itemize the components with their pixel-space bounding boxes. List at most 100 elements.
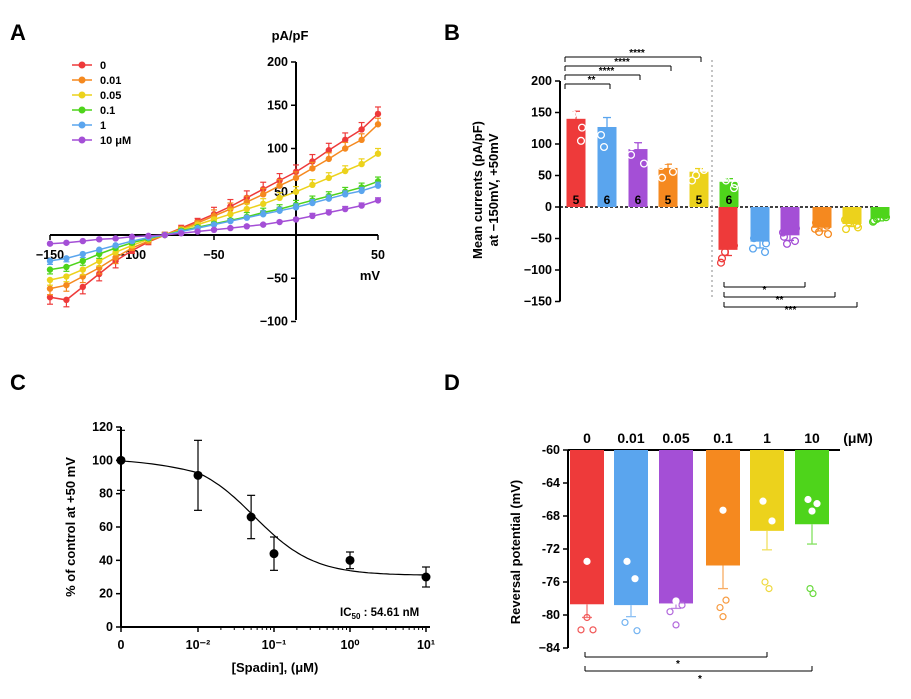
panel-c-dose-response: 0 20 40 60 80 100 120 0 10⁻² 10⁻¹ 10⁰ 10¹ % of contr… bbox=[63, 420, 435, 675]
bar-pos-2 bbox=[628, 149, 648, 207]
data-dot bbox=[790, 236, 800, 246]
data-point bbox=[194, 228, 201, 235]
data-point bbox=[269, 549, 279, 559]
data-point bbox=[276, 182, 283, 189]
bar-pos-4 bbox=[689, 171, 709, 207]
data-point bbox=[358, 126, 365, 133]
data-dot bbox=[791, 224, 801, 233]
data-dot bbox=[633, 627, 641, 635]
legend-marker bbox=[78, 106, 86, 114]
data-dot bbox=[672, 597, 680, 605]
n-label: 6 bbox=[604, 193, 611, 207]
data-dot bbox=[626, 150, 636, 159]
data-dot bbox=[716, 258, 726, 267]
y-tick-label: 50 bbox=[538, 169, 552, 183]
bar-1 bbox=[614, 450, 648, 606]
data-dot bbox=[779, 232, 789, 241]
data-dot bbox=[808, 507, 816, 515]
category-label: 0.05 bbox=[662, 430, 689, 446]
data-point bbox=[342, 205, 349, 213]
data-point bbox=[116, 455, 126, 465]
data-point bbox=[161, 231, 168, 239]
x-tick-label: 0 bbox=[118, 638, 125, 652]
y-tick-label: 60 bbox=[99, 520, 113, 534]
data-dot bbox=[699, 165, 709, 175]
data-point bbox=[46, 257, 54, 265]
data-point bbox=[246, 512, 256, 522]
category-label: 1 bbox=[763, 430, 771, 446]
data-dot bbox=[666, 608, 674, 616]
data-point bbox=[374, 150, 382, 157]
legend-marker bbox=[78, 91, 86, 99]
y-tick-label: -68 bbox=[542, 509, 560, 523]
data-point bbox=[79, 250, 87, 258]
data-dot bbox=[576, 136, 586, 145]
bar-4 bbox=[750, 450, 784, 531]
x-tick-label: 10⁻² bbox=[186, 638, 211, 652]
data-dot bbox=[630, 127, 640, 136]
data-point bbox=[96, 246, 103, 253]
n-label: 5 bbox=[696, 193, 703, 207]
data-dot bbox=[568, 110, 578, 119]
y-tick-label: 80 bbox=[99, 487, 113, 501]
y-tick-label: 150 bbox=[531, 106, 552, 120]
data-dot bbox=[728, 235, 738, 244]
data-point bbox=[342, 145, 349, 152]
panel-d-reversal-potential: -60 -64 -68 -72 -76 -80 −84 Reversal potential … bbox=[508, 430, 873, 685]
bar-neg-5 bbox=[870, 207, 890, 219]
bar-pos-1 bbox=[597, 126, 617, 207]
data-point bbox=[79, 283, 87, 291]
data-point bbox=[260, 221, 267, 228]
data-dot bbox=[778, 228, 788, 237]
data-point bbox=[342, 167, 349, 175]
sig-stars: * bbox=[763, 285, 767, 296]
data-dot bbox=[599, 142, 609, 152]
data-point bbox=[63, 263, 70, 271]
sig-stars: ** bbox=[588, 75, 596, 86]
data-dot bbox=[639, 159, 649, 168]
data-dot bbox=[657, 173, 667, 182]
data-dot bbox=[844, 218, 854, 227]
data-dot bbox=[700, 160, 710, 169]
data-point bbox=[46, 276, 54, 284]
data-dot bbox=[822, 221, 832, 230]
x-axis-label: [Spadin], (μM) bbox=[232, 660, 319, 675]
data-dot bbox=[583, 557, 591, 565]
data-point bbox=[96, 257, 103, 265]
data-point bbox=[374, 110, 382, 118]
data-dot bbox=[768, 517, 776, 525]
legend-marker bbox=[78, 136, 86, 144]
y-tick-label: −50 bbox=[531, 232, 552, 246]
y-tick-label: −150 bbox=[524, 295, 552, 309]
y-tick-label: 200 bbox=[267, 55, 288, 69]
bar-0 bbox=[570, 450, 604, 605]
data-point bbox=[63, 255, 70, 262]
data-dot bbox=[719, 613, 727, 621]
data-dot bbox=[577, 626, 585, 634]
x-tick-label: −50 bbox=[203, 248, 224, 262]
y-axis-label-line2: at −150mV, +50mV bbox=[486, 133, 501, 246]
bar-neg-3 bbox=[812, 207, 832, 228]
data-dot bbox=[668, 167, 678, 176]
data-point bbox=[374, 121, 382, 128]
data-dot bbox=[631, 575, 639, 583]
data-dot bbox=[719, 506, 727, 514]
bar-neg-1 bbox=[750, 207, 770, 242]
data-point bbox=[358, 202, 365, 209]
y-tick-label: 120 bbox=[92, 420, 113, 434]
data-point bbox=[292, 174, 300, 182]
data-dot bbox=[752, 228, 762, 238]
n-label: 5 bbox=[573, 193, 580, 207]
data-point bbox=[292, 188, 300, 195]
data-point bbox=[243, 223, 250, 230]
y-tick-label: -60 bbox=[542, 443, 560, 457]
data-point bbox=[325, 195, 332, 202]
legend-label: 0.05 bbox=[100, 90, 121, 102]
x-tick-label: −150 bbox=[36, 248, 64, 262]
data-dot bbox=[687, 176, 697, 185]
y-tick-label: -64 bbox=[542, 476, 560, 490]
data-point bbox=[342, 136, 349, 144]
data-dot bbox=[717, 170, 727, 179]
data-point bbox=[79, 237, 87, 245]
legend-marker bbox=[78, 61, 86, 69]
